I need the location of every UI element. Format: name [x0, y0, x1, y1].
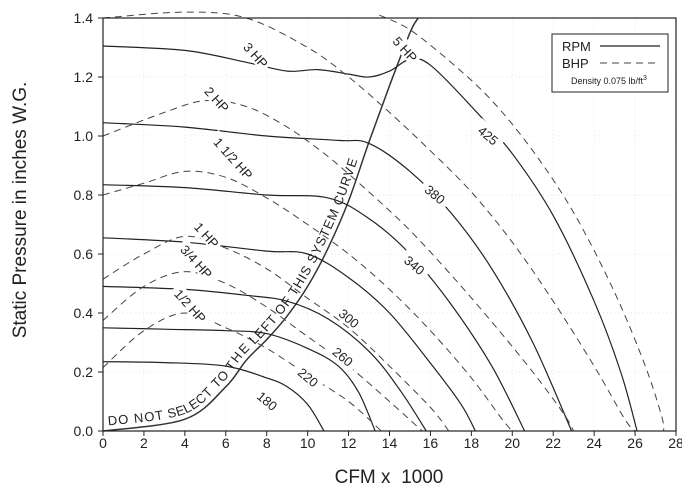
x-tick-label-5: 10 [300, 435, 316, 451]
legend-density-note: Density 0.075 lb/ft3 [571, 75, 647, 86]
system-curve-label: DO NOT SELECT TO THE LEFT OF THIS SYSTEM… [107, 155, 361, 428]
system-curve-label-path: DO NOT SELECT TO THE LEFT OF THIS SYSTEM… [107, 155, 360, 428]
bhp-label-bg-5 [239, 37, 274, 73]
x-axis-title: CFM x 1000 [335, 467, 444, 488]
bhp-label-bg-2 [190, 216, 225, 253]
y-tick-label-3: 0.6 [74, 246, 94, 262]
x-tick-label-3: 6 [222, 435, 230, 451]
rpm-label-bg-425 [471, 118, 507, 151]
legend-label-rpm: RPM [562, 39, 591, 54]
y-tick-label-4: 0.8 [74, 187, 94, 203]
rpm-curve-300 [102, 237, 476, 432]
density-text: Density 0.075 lb/ft [571, 76, 644, 86]
x-tick-label-12: 24 [586, 435, 602, 451]
x-tick-label-6: 12 [341, 435, 357, 451]
bhp-curve-6 [379, 14, 665, 432]
x-tick-label-1: 2 [140, 435, 148, 451]
bhp-curve-2 [102, 235, 450, 432]
curve-label-group: DO NOT SELECT TO THE LEFT OF THIS SYSTEM… [107, 31, 507, 428]
x-tick-label-11: 22 [545, 435, 561, 451]
tick-label-group: 0 2 4 6 8 10 12 14 16 18 20 22 24 26 280.00.20.40.60.8… [74, 10, 682, 451]
bhp-label-bg-4 [200, 81, 235, 117]
rpm-label-bg-260 [326, 339, 362, 373]
y-tick-label-7: 1.4 [74, 10, 94, 26]
bhp-label-0: 1/2 HP [171, 286, 209, 326]
bhp-label-bg-3 [207, 129, 261, 186]
bhp-curve-4 [102, 99, 575, 432]
rpm-curve-180 [102, 361, 325, 432]
curve-group [102, 11, 665, 432]
legend-label-bhp: BHP [562, 56, 589, 71]
y-tick-label-6: 1.2 [74, 69, 94, 85]
bhp-curve-1 [102, 271, 423, 432]
y-tick-label-2: 0.4 [74, 305, 94, 321]
x-tick-label-13: 26 [627, 435, 643, 451]
bhp-curve-3 [102, 170, 513, 432]
rpm-label-bg-300 [332, 300, 368, 334]
bhp-label-bg-1 [175, 238, 219, 285]
bhp-curve-5 [102, 11, 636, 432]
x-tick-label-14: 28 [668, 435, 682, 451]
x-tick-label-0: 0 [99, 435, 107, 451]
x-tick-label-2: 4 [181, 435, 189, 451]
y-tick-label-5: 1.0 [74, 128, 94, 144]
density-superscript: 3 [643, 75, 647, 82]
x-tick-label-9: 18 [464, 435, 480, 451]
bhp-label-3: 1 1/2 HP [211, 135, 256, 183]
legend: RPM BHP Density 0.075 lb/ft3 [551, 33, 669, 93]
rpm-curve-220 [102, 327, 376, 432]
rpm-label-bg-340 [397, 247, 433, 281]
x-tick-label-10: 20 [504, 435, 520, 451]
system-curve [102, 17, 419, 432]
bhp-label-bg-6 [388, 31, 423, 67]
rpm-label-bg-380 [418, 177, 454, 210]
x-tick-label-7: 14 [382, 435, 398, 451]
rpm-label-bg-180 [250, 383, 286, 417]
y-axis-title: Static Pressure in inches W.G. [10, 82, 31, 339]
rpm-curve-425 [102, 45, 638, 432]
x-tick-label-4: 8 [263, 435, 271, 451]
y-tick-label-1: 0.2 [74, 364, 94, 380]
rpm-label-bg-220 [291, 359, 327, 393]
x-tick-label-8: 16 [423, 435, 439, 451]
y-tick-label-0: 0.0 [74, 423, 94, 439]
bhp-label-bg-0 [169, 282, 213, 329]
rpm-curve-380 [102, 122, 573, 432]
rpm-curve-340 [102, 184, 526, 432]
